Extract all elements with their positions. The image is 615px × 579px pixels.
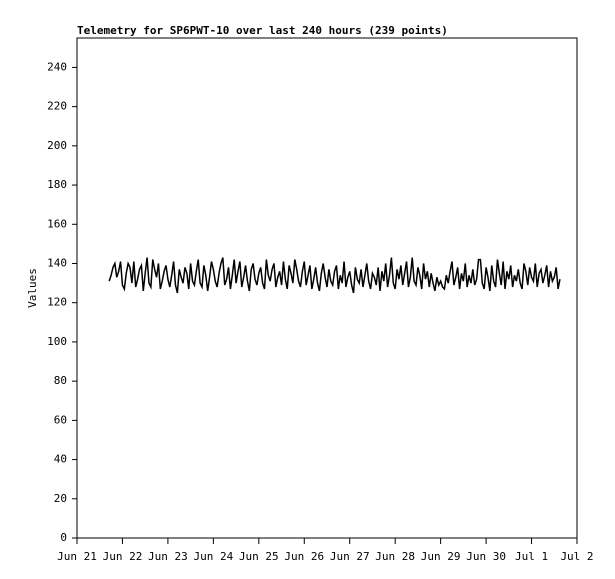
y-tick-label: 80 <box>54 374 67 387</box>
x-tick-label: Jun 27 <box>330 550 370 563</box>
x-tick-label: Jun 23 <box>148 550 188 563</box>
x-tick-label: Jul 1 <box>515 550 548 563</box>
x-tick-label: Jun 25 <box>239 550 279 563</box>
y-axis-label: Values <box>26 268 39 308</box>
y-tick-label: 120 <box>47 296 67 309</box>
x-tick-label: Jun 30 <box>466 550 506 563</box>
plot-frame <box>76 37 578 539</box>
y-tick-label: 20 <box>54 492 67 505</box>
x-tick-label: Jun 24 <box>193 550 233 563</box>
y-tick-label: 140 <box>47 256 67 269</box>
x-tick-label: Jun 28 <box>375 550 415 563</box>
chart-title: Telemetry for SP6PWT-10 over last 240 ho… <box>77 24 448 37</box>
y-tick-label: 0 <box>60 531 67 544</box>
x-tick-label: Jun 29 <box>421 550 461 563</box>
x-tick-label: Jun 22 <box>103 550 143 563</box>
y-tick-label: 180 <box>47 178 67 191</box>
y-tick-label: 40 <box>54 453 67 466</box>
y-tick-label: 240 <box>47 60 67 73</box>
y-tick-label: 160 <box>47 217 67 230</box>
data-line <box>108 257 561 294</box>
y-tick-label: 220 <box>47 100 67 113</box>
x-tick-label: Jun 21 <box>57 550 97 563</box>
y-tick-label: 100 <box>47 335 67 348</box>
x-tick-label: Jun 26 <box>284 550 324 563</box>
y-tick-label: 60 <box>54 413 67 426</box>
y-tick-label: 200 <box>47 139 67 152</box>
x-tick-label: Jul 2 <box>560 550 593 563</box>
